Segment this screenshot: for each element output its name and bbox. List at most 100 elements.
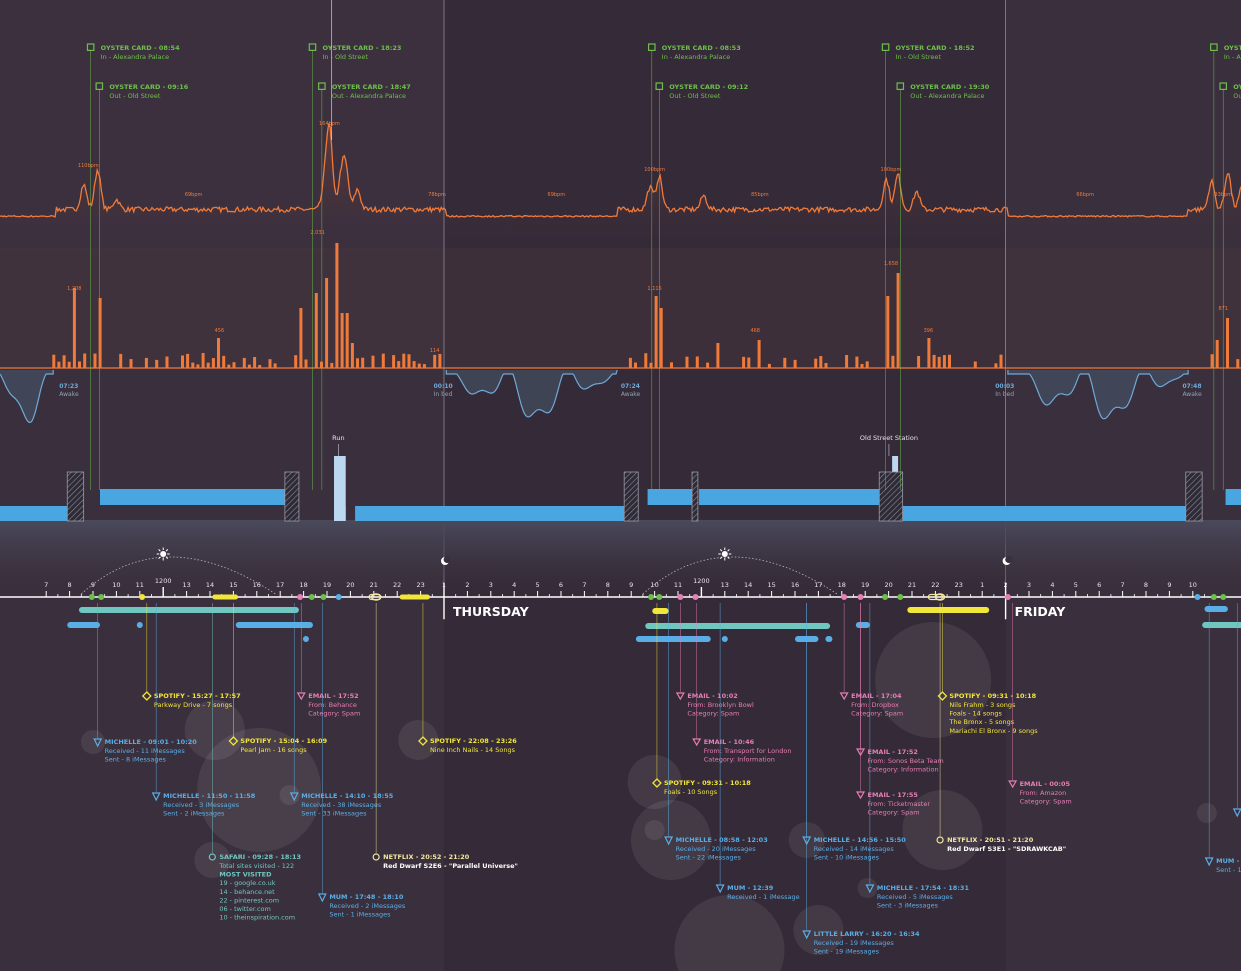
moon-shadow	[1005, 555, 1013, 564]
heart-rate-line	[0, 123, 1241, 218]
email-detail: From: Transport for London	[704, 747, 792, 755]
hour-tick-label: 1	[980, 581, 984, 589]
hour-tick-label: 23	[955, 581, 963, 589]
step-bar	[649, 362, 653, 368]
step-bar	[330, 362, 334, 368]
daylight-arc	[81, 556, 276, 595]
email-dot	[1004, 594, 1011, 600]
imessage-detail: Sent - 1 iMessages	[329, 911, 391, 919]
step-bar	[891, 355, 895, 368]
volume-bubble	[875, 622, 992, 738]
imessage-title: MICHELLE - 17:54 - 18:31	[877, 884, 970, 892]
sun-ray	[165, 556, 169, 559]
step-bar	[350, 343, 354, 368]
spotify-title: SPOTIFY - 15:27 - 17:57	[154, 692, 241, 700]
hour-tick-label: 21	[908, 581, 916, 589]
step-bar	[196, 364, 200, 368]
email-title: EMAIL - 00:05	[1020, 780, 1071, 788]
step-bar	[819, 356, 823, 368]
hour-tick-label: 14	[744, 581, 752, 589]
hour-tick-label: 8	[606, 581, 610, 589]
activity-walk-block	[647, 489, 693, 505]
hour-tick-label: 13	[182, 581, 190, 589]
spotify-detail: Foals - 14 songs	[949, 710, 1002, 718]
imessage-marker	[865, 884, 875, 894]
imessage-detail: Received - 19 iMessages	[814, 939, 895, 947]
step-bar	[335, 243, 339, 368]
hour-tick-label: 16	[253, 581, 261, 589]
spotify-title: SPOTIFY - 09:31 - 10:18	[949, 692, 1036, 700]
safari-detail: 10 - theinspiration.com	[219, 914, 295, 922]
step-bar	[824, 362, 828, 368]
email-detail: Category: Spam	[1020, 798, 1072, 806]
step-bar	[1226, 318, 1229, 368]
email-dot	[841, 594, 848, 600]
activity-walk-block	[100, 489, 299, 505]
safari-bar	[78, 607, 299, 613]
activity-rest-block	[902, 506, 1186, 521]
email-dot	[857, 594, 864, 600]
sleep-time-label: 07:23	[59, 383, 78, 390]
netflix-bar	[927, 593, 944, 601]
step-bar	[845, 355, 849, 368]
safari-bar	[1202, 622, 1241, 628]
step-bar	[932, 354, 936, 368]
imessage-title: MUM - 08:09	[1216, 857, 1241, 865]
step-bar	[973, 361, 977, 368]
activity-shadow	[0, 520, 1241, 600]
oyster-sub-label: Out - Old	[1233, 92, 1241, 100]
spotify-title: SPOTIFY - 09:31 - 10:18	[664, 779, 751, 787]
oyster-label: OYSTER CARD - 08:54	[101, 44, 180, 52]
spotify-marker	[418, 736, 428, 746]
oyster-sub-label: In - Alexandra Palace	[662, 53, 730, 61]
email-detail: From: Sonos Beta Team	[868, 757, 944, 765]
oyster-dot	[308, 594, 315, 600]
sleep-state-label: Awake	[59, 391, 79, 398]
spotify-detail: Mariachi El Bronx - 9 songs	[949, 727, 1038, 735]
spotify-detail: Pearl Jam - 16 songs	[240, 746, 307, 754]
netflix-title: NETFLIX - 20:51 - 21:20	[947, 836, 1034, 844]
imessage-detail: Received - 5 iMessages	[877, 893, 954, 901]
email-detail: Category: Information	[868, 766, 939, 774]
step-bar	[356, 358, 359, 368]
heart-rate-label: 69bpm	[548, 192, 566, 198]
step-bar	[644, 353, 648, 368]
hour-tick-label: 11	[136, 581, 144, 589]
step-bar	[433, 354, 437, 368]
hour-tick-label: 5	[1074, 581, 1078, 589]
sleep-area	[1007, 370, 1189, 419]
imessage-detail: Received - 3 iMessages	[163, 801, 240, 809]
sun-icon	[160, 551, 167, 557]
sleep-time-label: 00:10	[434, 383, 453, 390]
step-bar	[181, 355, 184, 368]
commute-block	[284, 471, 300, 522]
step-bar	[757, 340, 761, 368]
step-bar	[381, 353, 385, 368]
imessage-marker	[1232, 808, 1241, 818]
imessage-detail: Sent - 3 iMessages	[877, 902, 939, 910]
spotify-bar	[212, 594, 239, 600]
steps-label: 396	[924, 328, 934, 334]
imessage-marker	[1204, 857, 1214, 867]
oyster-sub-label: Out - Old Street	[669, 92, 721, 100]
spotify-detail: Nine Inch Nails - 14 Songs	[430, 746, 516, 754]
sleep-line	[0, 370, 54, 424]
imessage-detail: Received - 14 iMessages	[814, 845, 895, 853]
step-bar	[119, 353, 123, 368]
daylight-arc	[642, 556, 838, 595]
heart-rate-label: 100bpm	[644, 167, 665, 173]
imessage-detail: Received - 1 iMessage	[727, 893, 800, 901]
hour-tick-label: 5	[536, 581, 540, 589]
imessage-title: MICHELLE - 09:01 - 10:20	[105, 738, 198, 746]
hour-tick-label: 15	[229, 581, 237, 589]
oyster-dot	[88, 594, 95, 600]
step-bar	[865, 361, 869, 368]
email-detail: From: Dropbox	[851, 701, 899, 709]
step-bar	[361, 357, 365, 368]
step-bar	[57, 361, 61, 368]
commute-block	[878, 471, 904, 522]
step-bar	[917, 355, 921, 368]
step-bar	[98, 298, 102, 368]
hour-tick-label: 19	[861, 581, 869, 589]
oyster-sub-label: Out - Alexandra Palace	[332, 92, 406, 100]
